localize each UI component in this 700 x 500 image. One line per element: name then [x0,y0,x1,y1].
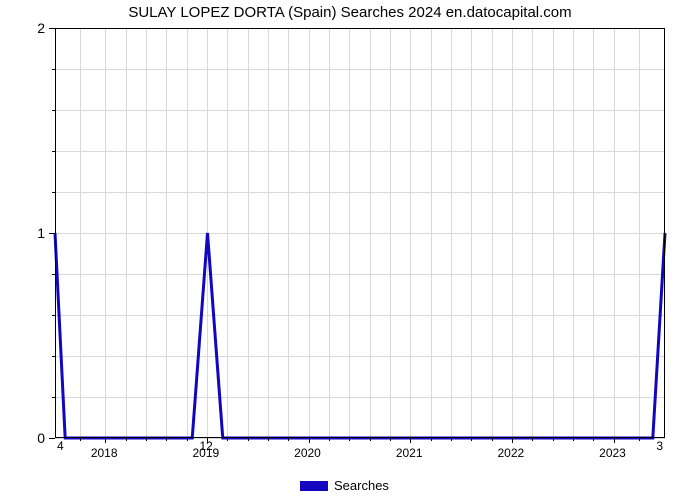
ytick-minor [52,151,55,152]
legend: Searches [300,478,389,493]
ytick-minor [52,356,55,357]
chart-container: SULAY LOPEZ DORTA (Spain) Searches 2024 … [0,0,700,500]
xtick-minor [471,438,472,441]
xtick-minor [553,438,554,441]
xtick-label: 2022 [498,446,525,460]
x-secondary-label: 4 [57,439,64,453]
series-layer [55,28,665,438]
xtick-label: 2021 [396,446,423,460]
xtick [410,438,411,443]
ytick-minor [52,397,55,398]
xtick [512,438,513,443]
chart-title: SULAY LOPEZ DORTA (Spain) Searches 2024 … [0,4,700,21]
xtick-minor [349,438,350,441]
xtick [614,438,615,443]
ytick-minor [52,315,55,316]
x-secondary-label: 12 [200,439,213,453]
x-secondary-label: 3 [656,439,663,453]
xtick-minor [248,438,249,441]
axis-right [664,28,665,438]
xtick-minor [431,438,432,441]
xtick-minor [126,438,127,441]
ytick-minor [52,192,55,193]
xtick [309,438,310,443]
xtick-minor [573,438,574,441]
xtick-minor [390,438,391,441]
ytick [49,233,55,234]
xtick-minor [492,438,493,441]
xtick-minor [288,438,289,441]
xtick-minor [227,438,228,441]
legend-label: Searches [334,478,389,493]
xtick [105,438,106,443]
ytick-label: 1 [37,225,45,241]
xtick-minor [329,438,330,441]
ytick-label: 2 [37,20,45,36]
legend-swatch [300,481,328,491]
plot-area [55,28,665,438]
ytick [49,28,55,29]
axis-top [55,28,665,29]
xtick-minor [268,438,269,441]
xtick-minor [187,438,188,441]
ytick [49,438,55,439]
xtick-minor [370,438,371,441]
xtick-label: 2023 [599,446,626,460]
xtick-minor [146,438,147,441]
ytick-minor [52,69,55,70]
ytick-minor [52,274,55,275]
xtick-minor [451,438,452,441]
xtick-label: 2018 [91,446,118,460]
xtick-label: 2020 [294,446,321,460]
ytick-label: 0 [37,430,45,446]
series-line [55,233,665,438]
xtick-minor [639,438,640,441]
xtick-minor [532,438,533,441]
xtick-minor [80,438,81,441]
xtick-minor [593,438,594,441]
xtick-minor [166,438,167,441]
ytick-minor [52,110,55,111]
axis-left [55,28,56,438]
